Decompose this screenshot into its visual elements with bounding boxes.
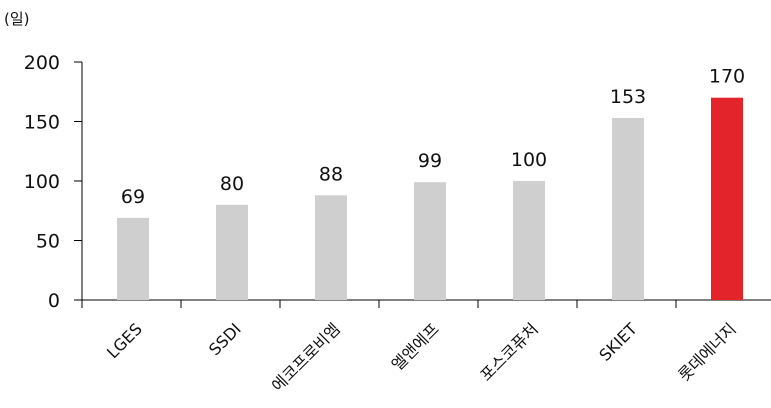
x-tick-label: SSDI bbox=[205, 319, 245, 359]
bar bbox=[513, 181, 545, 300]
data-label: 88 bbox=[319, 163, 343, 185]
bar bbox=[216, 204, 248, 300]
x-tick-label: 에코프로비엠 bbox=[268, 319, 344, 395]
bar bbox=[612, 117, 644, 301]
data-label: 99 bbox=[418, 150, 442, 172]
x-tick-label: 포스코퓨처 bbox=[476, 319, 541, 384]
y-tick-label: 50 bbox=[36, 231, 60, 253]
y-axis: 0 50 100 150 200 bbox=[24, 52, 83, 312]
y-unit-label: (일) bbox=[4, 10, 30, 28]
data-labels: 69 80 88 99 100 153 170 bbox=[121, 66, 745, 208]
y-tick-label: 100 bbox=[24, 171, 60, 193]
x-tick-label: 엘앤에프 bbox=[388, 319, 443, 374]
bars bbox=[117, 97, 743, 301]
y-tick-label: 150 bbox=[24, 112, 60, 134]
data-label: 153 bbox=[610, 86, 646, 108]
x-tick-labels: LGES SSDI 에코프로비엠 엘앤에프 포스코퓨처 SKIET 롯데에너지 bbox=[103, 319, 740, 395]
y-tick-label: 0 bbox=[48, 290, 60, 312]
x-tick-label: SKIET bbox=[595, 319, 641, 365]
bar bbox=[711, 97, 743, 300]
x-tick-label: LGES bbox=[103, 319, 146, 362]
y-tick-label: 200 bbox=[24, 52, 60, 74]
x-tick-label: 롯데에너지 bbox=[674, 319, 739, 384]
x-axis bbox=[81, 299, 771, 308]
bar bbox=[414, 182, 446, 300]
data-label: 100 bbox=[511, 149, 547, 171]
bar bbox=[315, 195, 347, 300]
bar bbox=[117, 217, 149, 300]
data-label: 69 bbox=[121, 186, 145, 208]
data-label: 80 bbox=[220, 173, 244, 195]
data-label: 170 bbox=[709, 66, 745, 88]
